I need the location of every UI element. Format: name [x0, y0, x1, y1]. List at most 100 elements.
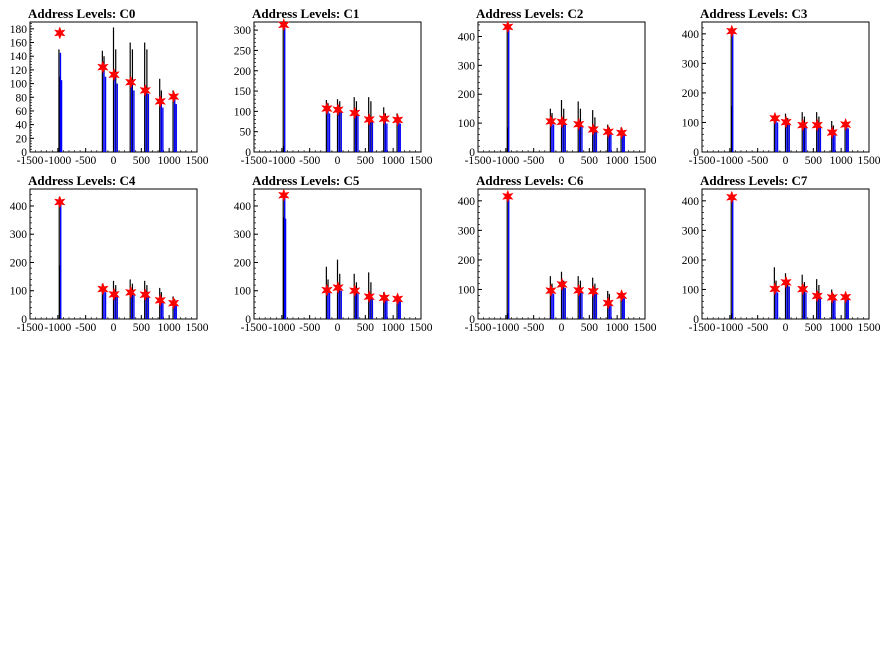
x-tick-label: 1500	[410, 322, 433, 334]
peak-marker	[321, 283, 333, 297]
y-tick-label: 160	[10, 38, 28, 50]
y-tick-label: 0	[469, 314, 475, 326]
peak-marker	[154, 293, 167, 308]
x-tick-label: 1000	[830, 322, 853, 334]
y-tick-label: 120	[10, 65, 28, 77]
x-tick-label: -500	[299, 155, 320, 167]
y-tick-label: 0	[245, 147, 251, 159]
peak-marker	[139, 287, 152, 302]
peak-marker	[839, 290, 852, 304]
x-tick-label: -1500	[465, 155, 492, 167]
x-tick-label: -1500	[689, 322, 716, 334]
x-tick-label: 0	[335, 322, 341, 334]
peak-marker	[796, 118, 809, 132]
y-tick-label: 300	[234, 229, 252, 241]
y-tick-label: 300	[458, 225, 476, 237]
x-tick-label: 1000	[606, 322, 629, 334]
y-tick-label: 100	[682, 284, 700, 296]
x-tick-label: 1000	[606, 155, 629, 167]
y-tick-label: 20	[16, 133, 28, 145]
y-tick-label: 200	[10, 257, 28, 269]
chart-title: Address Levels: C1	[252, 6, 359, 21]
y-tick-label: 400	[234, 201, 252, 213]
peak-marker	[602, 125, 615, 139]
peak-marker	[725, 24, 738, 38]
chart-title: Address Levels: C3	[700, 6, 808, 21]
y-tick-label: 400	[458, 196, 476, 208]
x-tick-label: -500	[523, 155, 544, 167]
peak-marker	[780, 275, 792, 290]
peak-marker	[139, 83, 152, 98]
y-tick-label: 0	[21, 314, 27, 326]
x-tick-label: 1500	[186, 322, 209, 334]
x-tick-label: 1500	[186, 155, 209, 167]
y-tick-label: 0	[693, 147, 699, 159]
x-tick-label: -1000	[268, 322, 295, 334]
peak-marker	[780, 115, 792, 129]
x-tick-label: 1000	[158, 322, 181, 334]
y-tick-label: 0	[693, 314, 699, 326]
x-tick-label: 1500	[634, 155, 657, 167]
peak-marker	[572, 117, 585, 132]
peak-marker	[769, 282, 781, 296]
peak-marker	[332, 102, 344, 117]
peak-marker	[826, 290, 839, 305]
x-tick-label: 0	[783, 155, 789, 167]
y-tick-label: 200	[234, 66, 252, 78]
y-tick-label: 300	[10, 229, 28, 241]
peak-marker	[545, 283, 557, 298]
peak-marker	[602, 296, 615, 310]
x-tick-label: -1500	[17, 322, 44, 334]
x-tick-label: 0	[335, 155, 341, 167]
peak-marker	[108, 67, 120, 82]
peak-marker	[839, 117, 852, 132]
x-tick-label: 500	[133, 322, 151, 334]
x-tick-label: -1500	[241, 155, 268, 167]
y-tick-label: 0	[245, 314, 251, 326]
y-tick-label: 100	[10, 286, 28, 298]
x-tick-label: 0	[111, 322, 117, 334]
peak-marker	[556, 115, 568, 129]
x-tick-label: 1000	[382, 322, 405, 334]
y-tick-label: 100	[234, 106, 252, 118]
chart-title: Address Levels: C5	[252, 173, 360, 188]
x-tick-label: 500	[805, 155, 823, 167]
peak-marker	[332, 280, 344, 295]
y-tick-label: 200	[682, 255, 700, 267]
x-tick-label: 500	[133, 155, 151, 167]
chart-panel-4: Address Levels: C4 0 100 200 300 400 -1500 -100…	[10, 173, 209, 334]
x-tick-label: -1000	[268, 155, 295, 167]
peak-marker	[321, 101, 333, 116]
peak-marker	[53, 26, 66, 40]
peak-marker	[124, 75, 137, 89]
y-tick-label: 100	[682, 117, 700, 129]
peak-marker	[826, 125, 839, 140]
peak-marker	[277, 188, 290, 202]
peak-marker	[811, 118, 824, 132]
y-tick-label: 40	[16, 120, 28, 132]
y-tick-label: 180	[10, 24, 28, 36]
peak-marker	[615, 126, 628, 140]
y-tick-label: 100	[234, 286, 252, 298]
y-tick-label: 400	[682, 29, 700, 41]
peak-marker	[769, 111, 781, 126]
chart-panel-7: Address Levels: C7 0 100 200 300 400 -1500 -100…	[682, 173, 881, 334]
x-tick-label: -500	[299, 322, 320, 334]
peak-marker	[124, 285, 137, 300]
peak-marker	[501, 189, 514, 204]
x-tick-label: -1000	[44, 322, 71, 334]
peak-marker	[167, 296, 180, 310]
peak-marker	[391, 292, 404, 306]
x-tick-label: 500	[357, 322, 375, 334]
y-tick-label: 200	[682, 88, 700, 100]
peak-marker	[363, 112, 376, 127]
x-tick-label: -1500	[241, 322, 268, 334]
y-tick-label: 200	[234, 257, 252, 269]
peak-marker	[378, 291, 391, 305]
peak-marker	[363, 289, 376, 304]
x-tick-label: -1500	[465, 322, 492, 334]
y-tick-label: 300	[234, 25, 252, 37]
y-tick-label: 200	[458, 89, 476, 101]
x-tick-label: -1000	[492, 155, 519, 167]
